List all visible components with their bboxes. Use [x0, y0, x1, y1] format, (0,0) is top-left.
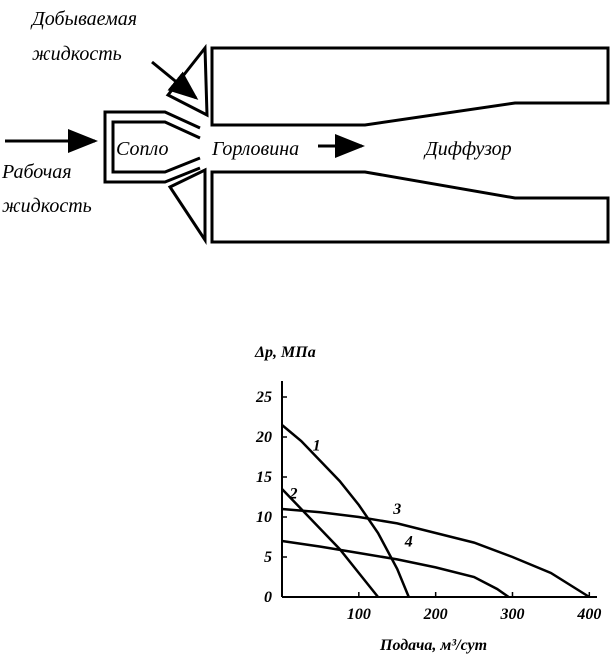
label: Рабочая — [1, 161, 72, 183]
curve — [281, 507, 590, 599]
x-tick-label: 100 — [347, 606, 371, 623]
curve — [281, 488, 380, 598]
label: Горловина — [211, 138, 299, 160]
pump-drawing — [5, 43, 610, 245]
y-tick-label: 5 — [264, 549, 272, 566]
curve-label: 3 — [392, 501, 401, 518]
label: Диффузор — [423, 138, 512, 160]
curve-label: 4 — [404, 534, 413, 551]
label: Добываемая — [30, 8, 137, 30]
x-tick-label: 400 — [576, 606, 601, 623]
x-tick-label: 300 — [499, 606, 524, 623]
y-tick-label: 0 — [264, 589, 272, 606]
curve — [281, 539, 510, 599]
y-tick-label: 25 — [255, 389, 272, 406]
y-tick-label: 10 — [256, 509, 272, 526]
chart: 0 5 10 15 20 25 100 200 300 400 1 2 34 — [255, 381, 601, 623]
y-tick-label: 15 — [256, 469, 272, 486]
y-tick-label: 20 — [255, 429, 272, 446]
x-tick-label: 200 — [423, 606, 448, 623]
y-axis-title: Δp, МПа — [254, 344, 316, 361]
curve — [281, 424, 410, 598]
curve-label: 1 — [313, 438, 321, 455]
label: жидкость — [2, 195, 92, 217]
label: Сопло — [116, 138, 168, 160]
curve-label: 2 — [289, 486, 298, 503]
label: жидкость — [32, 43, 122, 65]
x-axis-title: Подача, м³/сут — [379, 637, 487, 654]
